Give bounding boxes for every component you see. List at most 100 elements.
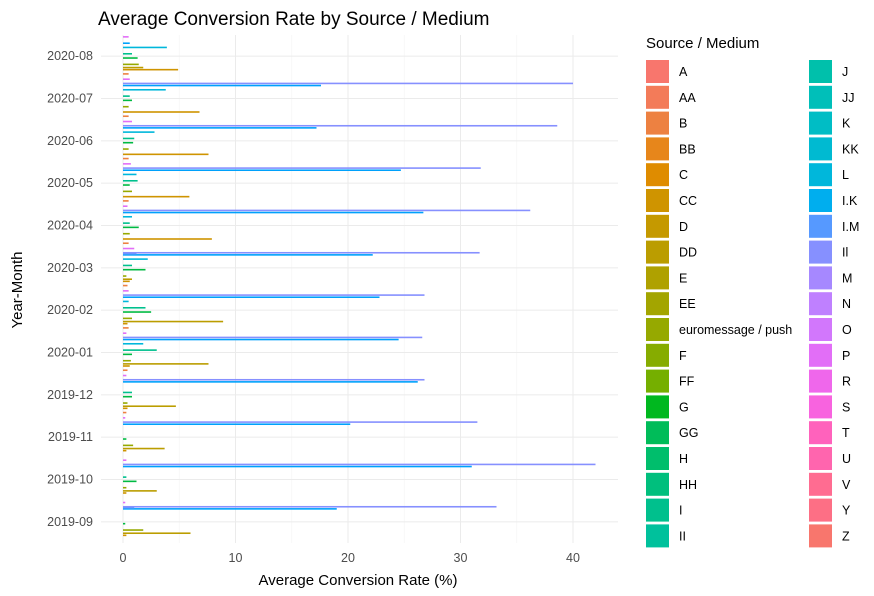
- bar-group-2019-12: [123, 374, 425, 414]
- bar-group-2020-07: [123, 78, 573, 118]
- bar-group-2020-06: [123, 120, 558, 160]
- bar-2020-07-F: [123, 105, 129, 108]
- bar-2020-01-F: [123, 359, 131, 362]
- legend-label-GG: GG: [679, 426, 698, 440]
- bar-2020-03-F: [123, 275, 127, 277]
- legend-swatch-CC: [646, 189, 669, 212]
- legend-swatch-N: [809, 292, 832, 316]
- bar-2019-12-K: [123, 391, 132, 394]
- legend-label-B: B: [679, 117, 687, 131]
- bar-2020-08-R: [123, 42, 130, 45]
- bar-2020-08-Z: [123, 36, 129, 38]
- bar-2020-05-R: [123, 169, 401, 172]
- bar-2019-11-Z: [123, 417, 126, 419]
- bar-2020-06-F: [123, 148, 129, 150]
- bar-2020-08-M: [123, 46, 167, 49]
- bar-2020-03-Z: [123, 247, 135, 250]
- legend-swatch-P: [809, 343, 832, 367]
- legend-swatch-DD: [646, 240, 669, 264]
- bar-2019-09-D: [123, 534, 127, 537]
- legend-label-R: R: [842, 375, 851, 389]
- legend-label-M: M: [842, 271, 852, 285]
- legend-label-KK: KK: [842, 142, 859, 156]
- legend-swatch-FF: [646, 369, 669, 393]
- y-tick-label: 2020-05: [47, 176, 93, 190]
- bar-2020-02-F: [123, 317, 132, 320]
- legend-label-CC: CC: [679, 194, 697, 208]
- legend-label-I.K: I.K: [842, 194, 858, 208]
- x-tick-label: 30: [454, 551, 468, 565]
- legend-swatch-Y: [809, 498, 832, 522]
- legend-label-FF: FF: [679, 375, 695, 389]
- bar-2019-10-E: [123, 490, 157, 492]
- legend-swatch-GG: [646, 421, 669, 445]
- bar-2020-01-R: [123, 338, 399, 341]
- bar-2019-10-Z: [123, 459, 127, 461]
- bar-2020-02-T: [123, 294, 425, 296]
- legend-label-JJ: JJ: [842, 91, 855, 105]
- y-tick-label: 2020-07: [47, 92, 93, 106]
- bar-2020-06-R: [123, 127, 317, 129]
- legend-swatch-K: [809, 111, 832, 135]
- bar-2020-02-R: [123, 296, 380, 299]
- legend-label-Z: Z: [842, 529, 850, 543]
- bar-2020-03-B: [123, 284, 128, 287]
- legend-label-A: A: [679, 65, 688, 79]
- legend-label-E: E: [679, 271, 687, 285]
- legend-swatch-JJ: [809, 85, 832, 109]
- legend-swatch-M: [809, 266, 832, 290]
- bar-2020-07-Z: [123, 78, 130, 80]
- bar-2019-12-B: [123, 411, 127, 414]
- legend-swatch-A: [646, 60, 669, 83]
- y-tick-label: 2020-02: [47, 303, 93, 317]
- legend-swatch-AA: [646, 85, 669, 109]
- bar-2020-02-B: [123, 327, 129, 329]
- bar-2019-12-E: [123, 405, 176, 408]
- bar-2020-07-T: [123, 82, 573, 85]
- legend-swatch-KK: [809, 137, 832, 161]
- bar-2019-12-R: [123, 381, 418, 383]
- legend-swatch-I.K: [809, 189, 832, 212]
- bar-2020-01-I: [123, 353, 132, 356]
- bar-2020-04-R: [123, 211, 424, 214]
- bar-2020-05-K: [123, 179, 138, 182]
- bar-2020-04-T: [123, 209, 531, 212]
- bar-2020-01-B: [123, 369, 128, 372]
- bar-2020-04-I: [123, 226, 139, 229]
- legend-label-DD: DD: [679, 246, 697, 260]
- x-axis-title: Average Conversion Rate (%): [259, 572, 458, 589]
- chart-title: Average Conversion Rate by Source / Medi…: [98, 9, 489, 30]
- y-tick-label: 2020-06: [47, 134, 93, 148]
- bar-2019-10-F: [123, 486, 127, 489]
- bar-group-2020-01: [123, 332, 423, 372]
- legend-label-L: L: [842, 168, 849, 182]
- bar-2020-03-I: [123, 268, 146, 271]
- y-tick-label: 2019-09: [47, 515, 93, 529]
- bar-2020-03-E: [123, 278, 132, 281]
- bar-2020-02-E: [123, 320, 224, 323]
- bar-2020-08-B: [123, 73, 129, 75]
- bar-2020-08-E: [123, 66, 144, 69]
- bar-2020-01-D: [123, 365, 130, 367]
- bar-2020-04-B: [123, 242, 129, 245]
- legend-label-AA: AA: [679, 91, 696, 105]
- legend-label-T: T: [842, 426, 850, 440]
- y-tick-label: 2019-12: [47, 388, 93, 402]
- bar-2020-02-K: [123, 306, 146, 309]
- legend-label-U: U: [842, 452, 851, 466]
- bar-2020-06-B: [123, 157, 129, 160]
- bar-group-2020-08: [123, 36, 179, 75]
- legend-label-EE: EE: [679, 297, 696, 311]
- legend-label-S: S: [842, 400, 850, 414]
- y-axis-ticks: 2019-09 2019-10 2019-11 2019-12 2020-01 2020-…: [47, 49, 93, 529]
- legend-swatch-H: [646, 447, 669, 470]
- bar-group-2020-03: [123, 247, 480, 287]
- bar-2019-11-I: [123, 438, 127, 440]
- legend-label-N: N: [842, 297, 851, 311]
- bar-group-2019-11: [123, 417, 478, 452]
- bar-2020-07-D: [123, 111, 200, 113]
- bar-2020-04-K: [123, 222, 130, 224]
- legend-swatch-L: [809, 163, 832, 187]
- legend-swatch-R: [809, 369, 832, 393]
- legend-label-F: F: [679, 349, 687, 363]
